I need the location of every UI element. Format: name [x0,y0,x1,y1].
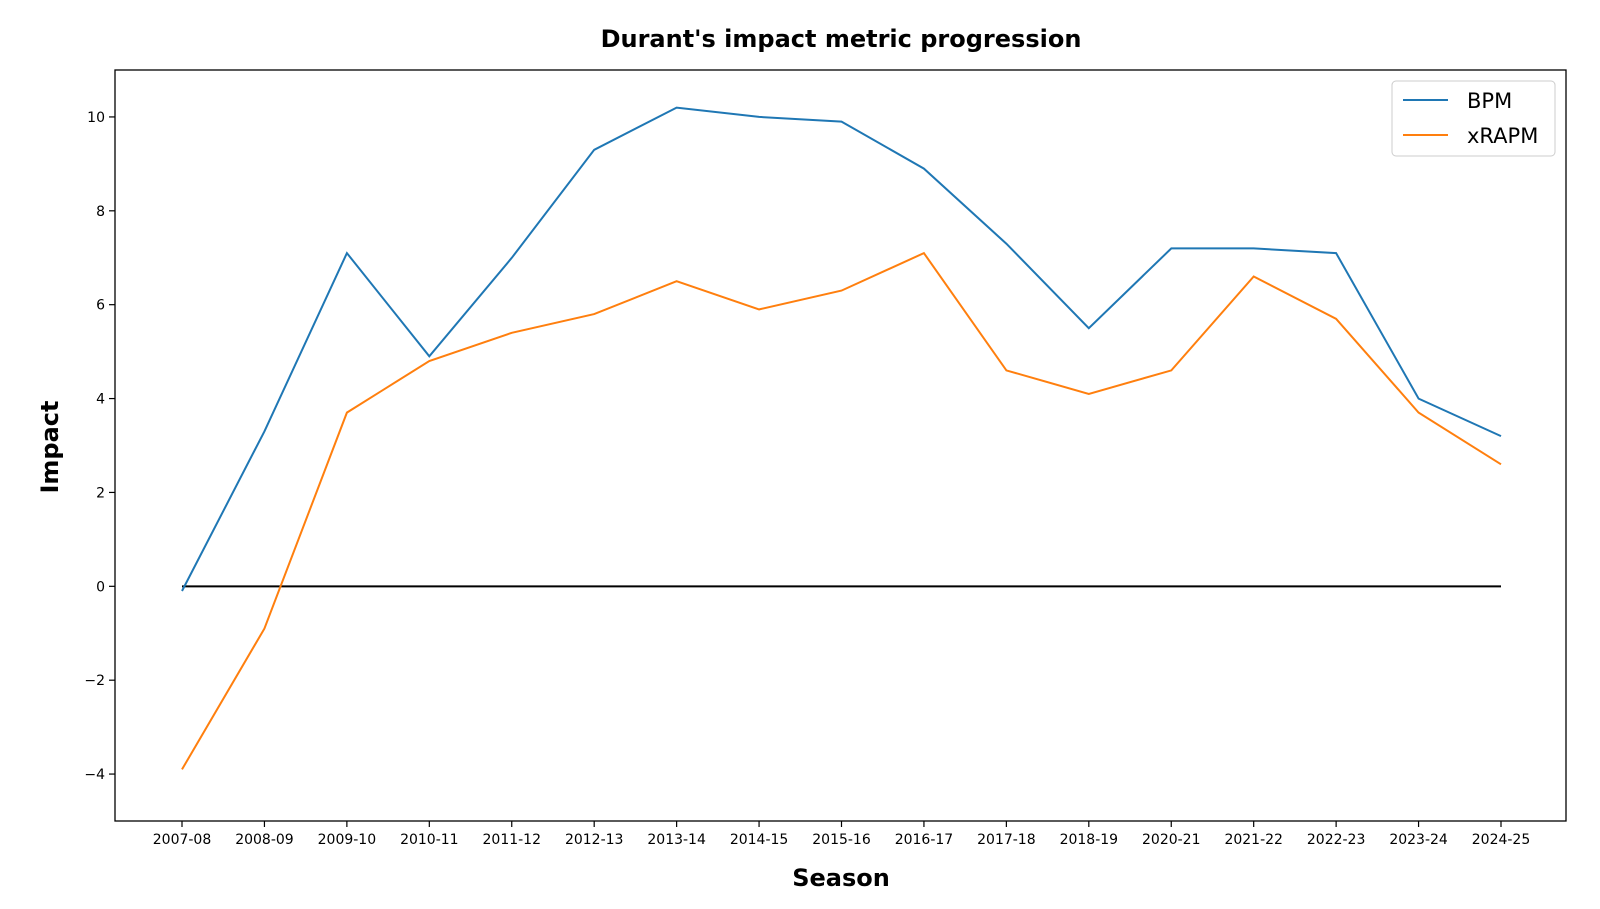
y-tick-label: 0 [96,579,105,595]
x-tick-label: 2024-25 [1472,832,1531,848]
y-tick-label: −2 [84,673,105,689]
x-tick-label: 2016-17 [895,832,954,848]
plot-frame [114,69,1567,822]
x-tick-label: 2013-14 [647,832,706,848]
chart-title: Durant's impact metric progression [601,25,1082,53]
y-axis-ticks: −4 −2 0 2 4 6 8 10 [84,110,115,783]
x-tick-label: 2017-18 [977,832,1036,848]
x-tick-label: 2012-13 [565,832,624,848]
x-tick-label: 2009-10 [318,832,377,848]
series-lines [181,106,1502,770]
y-tick-label: 4 [96,392,105,408]
x-tick-label: 2014-15 [730,832,789,848]
x-tick-label: 2023-24 [1389,832,1448,848]
series-line-bpm [181,106,1502,592]
y-tick-label: 2 [96,485,105,501]
legend-label-xrapm: xRAPM [1467,124,1538,148]
x-tick-label: 2011-12 [483,832,542,848]
y-axis-label: Impact [36,400,64,493]
y-tick-label: −4 [84,767,105,783]
x-tick-label: 2022-23 [1307,832,1366,848]
x-axis-ticks: 2007-08 2008-09 2009-10 2010-11 2011-12 2012-… [153,821,1531,848]
legend: BPM xRAPM [1391,80,1556,157]
x-tick-label: 2008-09 [235,832,294,848]
x-tick-label: 2010-11 [400,832,459,848]
series-line-xrapm [181,251,1502,770]
x-tick-label: 2021-22 [1224,832,1283,848]
x-tick-label: 2018-19 [1060,832,1119,848]
x-tick-label: 2020-21 [1142,832,1201,848]
x-tick-label: 2015-16 [812,832,871,848]
y-tick-label: 10 [87,110,105,126]
legend-label-bpm: BPM [1467,89,1512,113]
x-tick-label: 2007-08 [153,832,212,848]
y-tick-label: 8 [96,204,105,220]
y-tick-label: 6 [96,298,105,314]
x-axis-label: Season [792,864,890,892]
